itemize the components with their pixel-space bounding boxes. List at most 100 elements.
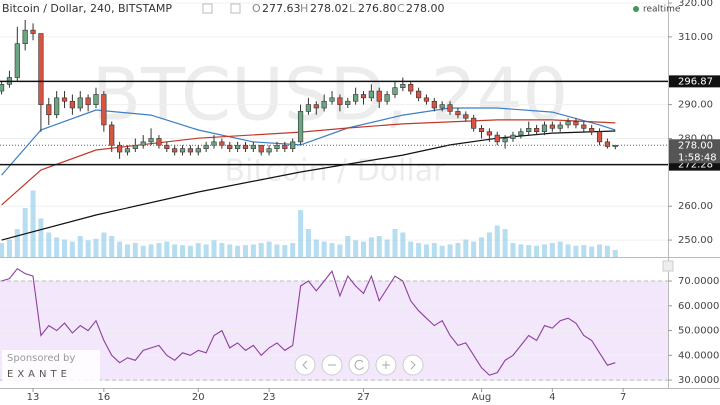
candle-body bbox=[337, 97, 343, 105]
icon[interactable] bbox=[230, 3, 241, 14]
volume-bar bbox=[471, 241, 477, 257]
volume-bar bbox=[140, 245, 146, 257]
status-dot bbox=[633, 6, 639, 12]
volume-bar bbox=[423, 244, 429, 257]
volume-bar bbox=[510, 243, 516, 257]
candle-body bbox=[266, 148, 272, 153]
volume-bar bbox=[0, 243, 5, 257]
candle-body bbox=[61, 97, 68, 102]
candle-body bbox=[463, 114, 469, 119]
candle-body bbox=[408, 84, 414, 92]
y-tick-label: 310.00 bbox=[678, 32, 713, 43]
volume-bar bbox=[172, 244, 178, 257]
volume-bar bbox=[313, 239, 319, 257]
candle-body bbox=[164, 144, 170, 149]
candle-body bbox=[313, 104, 319, 109]
sponsor-box bbox=[2, 350, 100, 382]
candle-body bbox=[282, 144, 288, 149]
nav-reset[interactable] bbox=[348, 354, 370, 376]
volume-bar bbox=[581, 245, 587, 257]
candle-body bbox=[368, 90, 374, 99]
pane-button[interactable] bbox=[662, 260, 674, 272]
candle-body bbox=[549, 124, 555, 129]
countdown: 1:58:48 bbox=[678, 152, 717, 163]
candle-body bbox=[596, 131, 603, 143]
volume-bar bbox=[227, 244, 233, 257]
candle-body bbox=[30, 29, 36, 34]
nav-icons bbox=[302, 360, 416, 370]
x-tick-label: 20 bbox=[192, 392, 205, 403]
volume-bar bbox=[479, 237, 485, 257]
last-price-label: 278.00 bbox=[678, 140, 713, 151]
candle-body bbox=[77, 97, 83, 109]
volume-bar bbox=[589, 246, 595, 257]
volume-bar bbox=[502, 229, 508, 257]
last-price-box bbox=[669, 139, 720, 164]
volume-bar bbox=[69, 241, 75, 257]
candle-body bbox=[581, 124, 587, 129]
volume-bar bbox=[305, 229, 311, 257]
candle-body bbox=[565, 121, 571, 126]
volume-bar bbox=[164, 241, 170, 257]
volume-bar bbox=[290, 243, 296, 257]
candle-body bbox=[376, 90, 382, 102]
candle-body bbox=[541, 124, 548, 133]
header: Bitcoin / Dollar, 240, BITSTAMP O 277.63… bbox=[2, 2, 681, 15]
candle-body bbox=[526, 128, 532, 133]
volume-bar bbox=[431, 243, 437, 257]
volume-bar bbox=[258, 243, 264, 257]
volume-bar bbox=[22, 208, 28, 257]
volume-bar bbox=[117, 241, 123, 257]
nav-left[interactable] bbox=[294, 354, 316, 376]
candle-body bbox=[116, 144, 123, 153]
candle-body bbox=[109, 124, 115, 146]
y-tick-label: 250.00 bbox=[678, 235, 713, 246]
candle-body bbox=[235, 144, 241, 149]
candle-body bbox=[93, 94, 99, 105]
candle-body bbox=[172, 148, 178, 153]
volume-bar bbox=[455, 243, 461, 257]
y-tick-label: 40.0000 bbox=[678, 350, 719, 361]
nav-reset-icon bbox=[354, 359, 364, 370]
watermark-layer: BTCUSD, 240 Bitcoin / Dollar bbox=[92, 53, 568, 189]
candle-body bbox=[534, 128, 540, 133]
y-tick-label: 50.0000 bbox=[678, 326, 719, 337]
volume-bar bbox=[494, 225, 500, 257]
candle-body bbox=[179, 148, 186, 153]
y-tick-label: 320.00 bbox=[678, 0, 713, 9]
candle-body bbox=[69, 100, 75, 109]
candle-body bbox=[455, 111, 461, 116]
volume-bar bbox=[124, 244, 130, 257]
volume-bar bbox=[612, 250, 618, 257]
volume-bar bbox=[361, 241, 367, 257]
volume-bar bbox=[376, 236, 382, 257]
volume-bar bbox=[557, 241, 563, 257]
volume-bar bbox=[345, 236, 351, 257]
volume-bar bbox=[250, 244, 256, 257]
candle-body bbox=[329, 97, 335, 102]
candle-body bbox=[486, 131, 492, 136]
volume-bar bbox=[486, 232, 492, 257]
y-tick-label: 70.0000 bbox=[678, 276, 719, 287]
volume-bar bbox=[242, 245, 248, 257]
candle-body bbox=[415, 90, 422, 99]
symbol: Bitcoin / Dollar, 240, BITSTAMP bbox=[2, 2, 172, 15]
volume-bar bbox=[384, 239, 390, 257]
volume-bar bbox=[439, 245, 445, 257]
candle-body bbox=[0, 84, 5, 92]
volume-bar bbox=[416, 243, 422, 257]
volume-bar bbox=[604, 245, 610, 257]
volume-bar bbox=[235, 245, 241, 257]
volume-bar bbox=[38, 218, 44, 257]
volume-bar bbox=[549, 243, 555, 257]
candle-body bbox=[38, 33, 44, 105]
volume-bar bbox=[266, 241, 272, 257]
volume-bar bbox=[565, 244, 571, 257]
icon[interactable] bbox=[202, 3, 213, 14]
navigation bbox=[294, 354, 424, 376]
candle-body bbox=[478, 128, 485, 133]
candle-body bbox=[297, 111, 304, 143]
sponsor[interactable]: Sponsored by EXANTE bbox=[2, 350, 100, 382]
nav-right[interactable] bbox=[402, 354, 424, 376]
candle-body bbox=[101, 94, 107, 126]
